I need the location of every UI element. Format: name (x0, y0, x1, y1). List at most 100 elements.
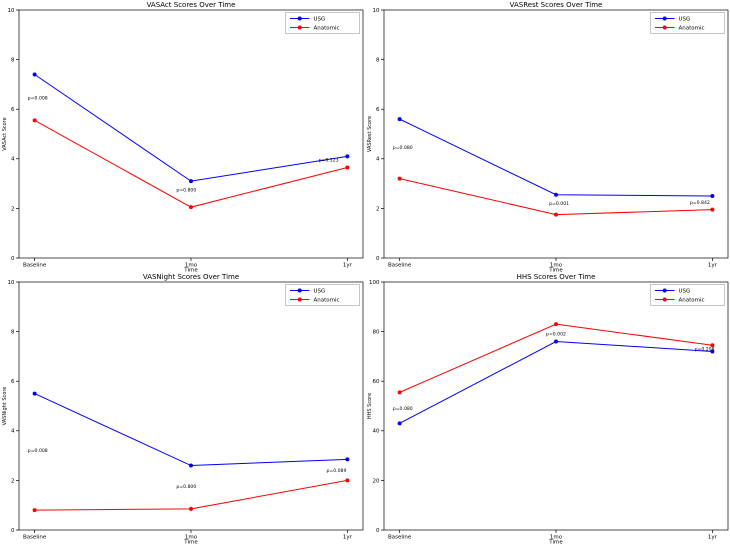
y-axis-label: VASAct Score (2, 117, 8, 150)
y-tick-label: 0 (11, 256, 15, 262)
p-value-annotation: p=0.123 (319, 158, 339, 164)
vasnight-chart: 0 2 4 6 8 10 Baseline 1mo 1yr Time VASNight Score V… (2, 273, 364, 544)
p-value-annotation: p=0.080 (393, 406, 413, 412)
p-value-annotation: p=0.842 (690, 200, 710, 206)
y-tick-label: 40 (373, 429, 380, 435)
chart-title: VASNight Scores Over Time (143, 273, 239, 281)
y-tick-label: 2 (11, 478, 15, 484)
data-point-usg-1yr (345, 154, 350, 159)
plot-area (18, 281, 364, 531)
p-value-annotation: p=0.008 (28, 448, 48, 454)
y-axis-label: VASRest Score (367, 116, 373, 152)
p-value-annotation: p=0.008 (28, 96, 48, 102)
data-point-anatomic-1mo (554, 212, 558, 217)
data-point-anatomic-baseline (397, 390, 402, 395)
y-axis-label: HHS Score (367, 393, 373, 419)
legend-label-usg: USG (314, 17, 326, 23)
legend-marker-usg (297, 288, 302, 293)
x-tick-label: Baseline (23, 263, 47, 269)
data-point-usg-baseline (397, 117, 402, 122)
legend-label-usg: USG (679, 289, 691, 295)
chart-title: VASRest Scores Over Time (510, 1, 603, 9)
y-tick-label: 6 (376, 107, 380, 113)
data-point-usg-1mo (189, 179, 193, 184)
subplot-vasnight: 0 2 4 6 8 10 Baseline 1mo 1yr Time VASNight Score V… (0, 272, 365, 544)
x-tick-label: 1yr (708, 535, 718, 541)
y-tick-label: 6 (11, 379, 15, 385)
plot-area (383, 281, 729, 531)
data-point-usg-1mo (189, 463, 193, 468)
y-tick-label: 8 (376, 58, 380, 64)
data-point-anatomic-1yr (345, 478, 350, 483)
plot-area (383, 9, 729, 259)
x-axis-label: Time (548, 268, 563, 273)
y-tick-label: 0 (376, 528, 380, 534)
x-axis-label: Time (183, 540, 198, 544)
data-point-usg-1mo (554, 339, 558, 344)
legend-label-usg: USG (679, 17, 691, 23)
legend-marker-anatomic (297, 25, 302, 30)
x-tick-label: 1yr (343, 263, 353, 269)
y-tick-label: 0 (11, 528, 15, 534)
data-point-anatomic-baseline (32, 508, 37, 513)
data-point-usg-1yr (345, 457, 350, 462)
data-point-anatomic-baseline (397, 176, 402, 181)
subplot-vasact: 0 2 4 6 8 10 Baseline 1mo 1yr Time VASAct Score VAS… (0, 0, 365, 272)
p-value-annotation: p=0.208 (695, 347, 715, 353)
subplot-vasrest: 0 2 4 6 8 10 Baseline 1mo 1yr Time VASRest Score VA… (365, 0, 730, 272)
data-point-usg-1yr (710, 194, 715, 198)
y-tick-label: 20 (373, 478, 380, 484)
data-point-usg-baseline (32, 391, 37, 396)
legend-marker-usg (662, 288, 667, 293)
y-tick-label: 60 (373, 379, 380, 385)
x-tick-label: 1yr (708, 263, 718, 269)
data-point-anatomic-1yr (710, 207, 715, 212)
legend-marker-anatomic (297, 297, 302, 302)
data-point-usg-baseline (397, 421, 402, 426)
y-tick-label: 10 (8, 280, 15, 286)
x-tick-label: 1yr (343, 535, 353, 541)
x-tick-label: 1mo (550, 263, 563, 269)
x-axis-label: Time (548, 540, 563, 544)
chart-title: HHS Scores Over Time (517, 273, 596, 281)
p-value-annotation: p=0.800 (176, 484, 196, 490)
x-tick-label: 1mo (185, 535, 198, 541)
x-tick-label: Baseline (388, 263, 412, 269)
legend-marker-anatomic (662, 297, 667, 302)
y-tick-label: 10 (373, 8, 380, 14)
data-point-anatomic-1yr (710, 343, 715, 348)
p-value-annotation: p=0.800 (176, 187, 196, 193)
legend-box (285, 284, 360, 306)
p-value-annotation: p=0.001 (549, 201, 569, 207)
y-tick-label: 6 (11, 107, 15, 113)
p-value-annotation: p=0.089 (326, 468, 346, 474)
data-point-usg-1mo (554, 192, 558, 197)
p-value-annotation: p=0.080 (393, 145, 413, 151)
vasact-chart: 0 2 4 6 8 10 Baseline 1mo 1yr Time VASAct Score VAS… (2, 1, 364, 273)
legend-marker-usg (662, 16, 667, 21)
hhs-chart: 0 20 40 60 80 100 Baseline 1mo 1yr Time HHS Score H… (367, 273, 729, 544)
y-tick-label: 100 (369, 280, 380, 286)
y-tick-label: 80 (373, 330, 380, 336)
legend-marker-usg (297, 16, 302, 21)
x-tick-label: Baseline (388, 535, 412, 541)
legend-label-anatomic: Anatomic (679, 26, 705, 32)
p-value-annotation: p=0.002 (546, 332, 566, 338)
data-point-usg-baseline (32, 72, 37, 77)
legend-box (650, 284, 725, 306)
data-point-anatomic-1yr (345, 165, 350, 170)
y-tick-label: 4 (11, 429, 15, 435)
subplot-hhs: 0 20 40 60 80 100 Baseline 1mo 1yr Time HHS Score H… (365, 272, 730, 544)
vasrest-chart: 0 2 4 6 8 10 Baseline 1mo 1yr Time VASRest Score VA… (367, 1, 729, 273)
data-point-anatomic-baseline (32, 118, 37, 123)
legend-label-anatomic: Anatomic (314, 298, 340, 304)
y-tick-label: 8 (11, 330, 15, 336)
data-point-anatomic-1mo (554, 322, 558, 327)
legend-box (650, 12, 725, 34)
chart-title: VASAct Scores Over Time (147, 1, 236, 9)
x-axis-label: Time (183, 268, 198, 273)
y-tick-label: 4 (376, 157, 380, 163)
y-tick-label: 10 (8, 8, 15, 14)
legend-label-usg: USG (314, 289, 326, 295)
